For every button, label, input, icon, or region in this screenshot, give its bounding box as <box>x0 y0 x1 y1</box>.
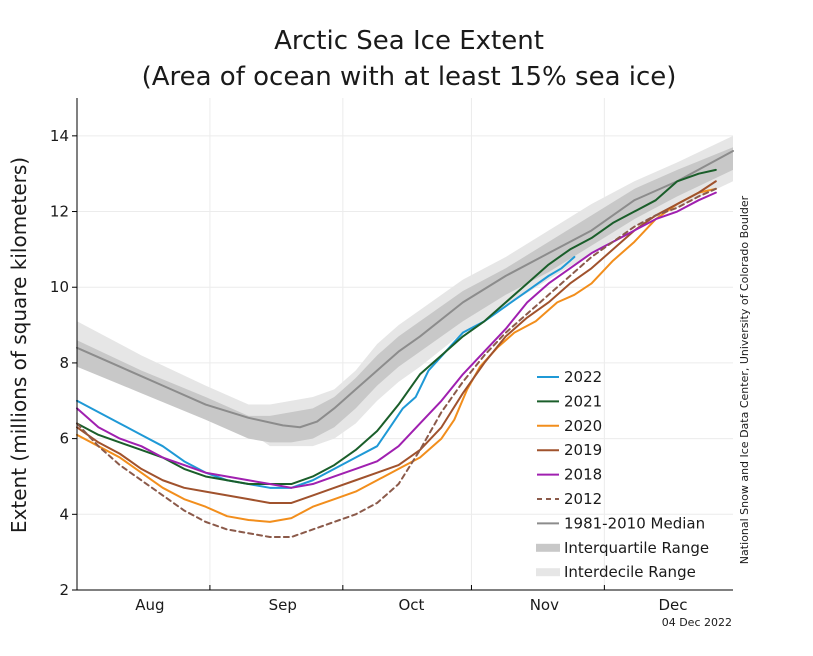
legend-item-2022: 2022 <box>537 368 602 386</box>
legend-item-2021: 2021 <box>537 392 602 410</box>
y-tick-label-6: 6 <box>59 430 69 448</box>
legend-item-2018: 2018 <box>537 466 602 484</box>
y-tick-label-8: 8 <box>59 354 69 372</box>
y-axis-label: Extent (millions of square kilometers) <box>7 157 31 533</box>
legend-item-1981-2010-median: 1981-2010 Median <box>537 514 705 532</box>
series-line-2020 <box>76 187 717 523</box>
legend-item-2012: 2012 <box>537 490 602 508</box>
legend-label-2020: 2020 <box>564 417 602 435</box>
legend-label-2022: 2022 <box>564 368 602 386</box>
series-line-2022 <box>76 255 576 489</box>
series-line-2012 <box>76 187 717 539</box>
date-stamp: 04 Dec 2022 <box>662 616 732 629</box>
y-tick-label-14: 14 <box>50 127 69 145</box>
legend-label-2018: 2018 <box>564 466 602 484</box>
x-tick-label-nov: Nov <box>530 596 559 614</box>
legend-label-2019: 2019 <box>564 441 602 459</box>
legend-label-interquartile-range: Interquartile Range <box>564 539 709 557</box>
x-tick-label-oct: Oct <box>398 596 424 614</box>
legend: 2022 2021 2020 2019 2018 2012 1981-2010 Median… <box>536 368 709 581</box>
x-tick-label-aug: Aug <box>135 596 164 614</box>
y-tick-label-2: 2 <box>59 581 69 599</box>
interquartile-band <box>77 147 733 443</box>
legend-label-interdecile-range: Interdecile Range <box>564 563 696 581</box>
series-line-1981-2010-median <box>76 149 734 429</box>
legend-swatch-interquartile-range <box>536 543 560 552</box>
chart-title-line1: Arctic Sea Ice Extent <box>274 26 544 56</box>
x-tick-label-sep: Sep <box>269 596 297 614</box>
y-tick-label-4: 4 <box>59 505 69 523</box>
y-tick-label-10: 10 <box>50 278 69 296</box>
legend-swatch-interdecile-range <box>536 568 560 577</box>
legend-item-2020: 2020 <box>537 417 602 435</box>
legend-label-2021: 2021 <box>564 392 602 410</box>
interdecile-band <box>77 135 733 447</box>
x-tick-label-dec: Dec <box>658 596 687 614</box>
legend-label-2012: 2012 <box>564 490 602 508</box>
chart-title-line2: (Area of ocean with at least 15% sea ice… <box>142 62 677 92</box>
series-line-2021 <box>76 168 717 486</box>
legend-label-1981-2010-median: 1981-2010 Median <box>564 514 705 532</box>
legend-item-interdecile-range: Interdecile Range <box>536 563 696 581</box>
credit-text: National Snow and Ice Data Center, Unive… <box>738 195 751 564</box>
legend-item-2019: 2019 <box>537 441 602 459</box>
legend-item-interquartile-range: Interquartile Range <box>536 539 709 557</box>
plot-area: 2 4 6 8 10 12 14 Aug Sep Oct Nov Dec 2022 2021 2020 201… <box>50 98 734 614</box>
y-tick-label-12: 12 <box>50 203 69 221</box>
series-line-2019 <box>76 180 717 504</box>
